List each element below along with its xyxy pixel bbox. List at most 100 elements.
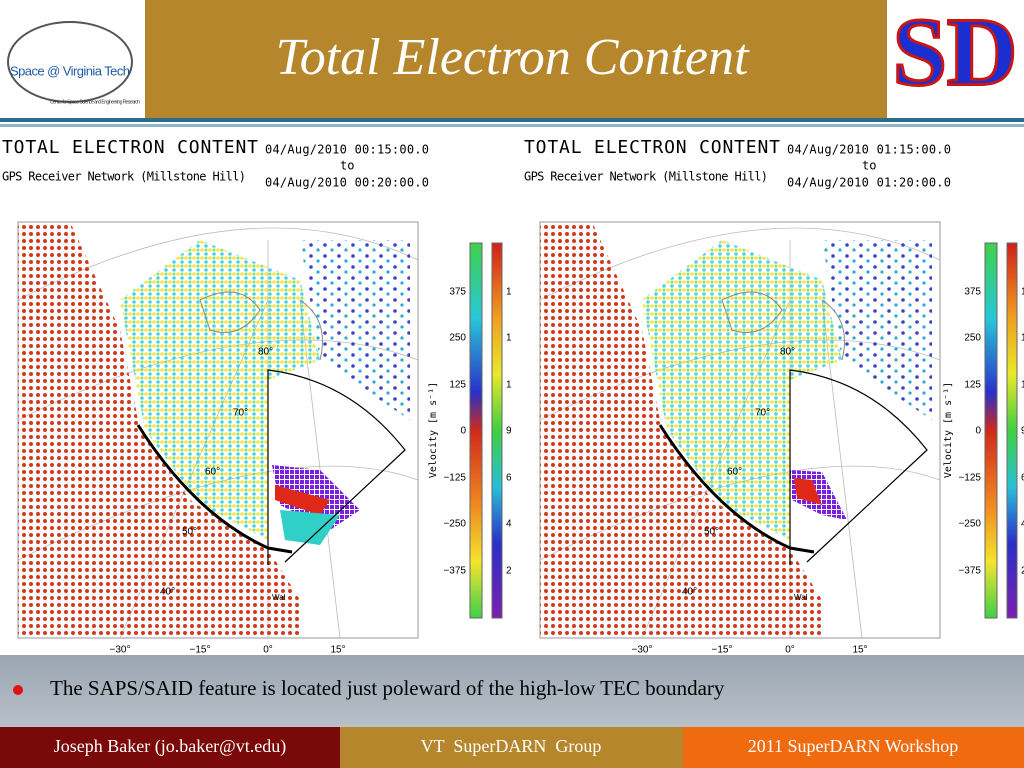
velocity-tick: 250 (449, 333, 466, 344)
sd-logo: SD (893, 0, 1018, 106)
logo-box (887, 0, 1024, 118)
velocity-tick: 0 (975, 426, 981, 437)
tec-bar (491, 242, 503, 619)
panel: TOTAL ELECTRON CONTENT GPS Receiver Netwo… (2, 137, 512, 656)
velocity-bar (984, 242, 998, 619)
velocity-tick: 375 (964, 287, 981, 298)
panel-to-word: to (862, 159, 876, 173)
lat-label: 60° (727, 467, 742, 478)
radar-fov (789, 369, 928, 565)
colorbars: Velocity [m s⁻¹] 375 250 125 0 −125 −250 −375 1 1… (428, 242, 512, 619)
tec-tick: 1 (506, 287, 512, 298)
lat-label: 60° (205, 467, 220, 478)
logo-subtext: Center for Space Science and Engineering… (50, 99, 140, 105)
velocity-tick: −125 (958, 473, 981, 484)
tec-tick: 1 (506, 333, 512, 344)
lat-label: 50° (182, 527, 197, 538)
velocity-bar (469, 242, 483, 619)
rule (0, 124, 1024, 127)
tec-tick: 1 (1021, 380, 1024, 391)
lon-label: 15° (852, 645, 867, 656)
lon-label: −30° (632, 645, 653, 656)
tec-tick: 1 (506, 380, 512, 391)
tec-boundary (136, 424, 293, 554)
bullet-dot (13, 685, 23, 695)
bullet-band (0, 655, 1024, 727)
velocity-tick: 0 (460, 426, 466, 437)
panels: TOTAL ELECTRON CONTENT GPS Receiver Netwo… (2, 137, 1024, 656)
lat-label: 70° (233, 408, 248, 419)
velocity-label: Velocity [m s⁻¹] (943, 382, 954, 478)
saps-red (275, 485, 330, 515)
tec-tick: 4 (506, 519, 512, 530)
footer-mid (340, 727, 683, 768)
low-tec (822, 240, 932, 420)
lat-label: 70° (755, 408, 770, 419)
lon-label: 0° (263, 645, 273, 656)
mixed-tec (120, 240, 320, 540)
lat-label: 80° (258, 347, 273, 358)
lon-label: −30° (110, 645, 131, 656)
colorbars: Velocity [m s⁻¹] 375 250 125 0 −125 −250 −375 1 1… (943, 242, 1024, 619)
tec-tick: 1 (1021, 287, 1024, 298)
tec-tick: 1 (1021, 333, 1024, 344)
panel-network: GPS Receiver Network (Millstone Hill) (2, 170, 246, 184)
bullet-text: The SAPS/SAID feature is located just po… (50, 676, 725, 700)
lon-label: −15° (712, 645, 733, 656)
tec-boundary (658, 424, 815, 554)
panel-to-word: to (340, 159, 354, 173)
velocity-tick: 375 (449, 287, 466, 298)
saps-red (794, 478, 822, 505)
footer-author: Joseph Baker (jo.baker@vt.edu) (54, 736, 287, 757)
lat-label: 40° (160, 587, 175, 598)
slide-title: Total Electron Content (276, 29, 750, 86)
panel-from: 04/Aug/2010 00:15:00.0 (265, 143, 429, 157)
tec-tick: 9 (506, 426, 512, 437)
lat-label: 40° (682, 587, 697, 598)
logo-box (0, 0, 145, 118)
red-tec (540, 222, 822, 638)
footer-event: 2011 SuperDARN Workshop (748, 736, 959, 756)
tec-tick: 2 (506, 566, 512, 577)
footer-right (683, 727, 1024, 768)
velocity-tick: −250 (443, 519, 466, 530)
footer-group: VT SuperDARN Group (421, 736, 602, 756)
velocity-tick: 250 (964, 333, 981, 344)
tec-bar (1006, 242, 1018, 619)
site-label: Wal (272, 593, 286, 602)
tec-tick: 6 (1021, 473, 1024, 484)
red-tec (18, 222, 300, 638)
coast (721, 291, 845, 361)
panel-from: 04/Aug/2010 01:15:00.0 (787, 143, 951, 157)
panel-title: TOTAL ELECTRON CONTENT (2, 137, 258, 158)
site-label: Wal (794, 593, 808, 602)
coast (199, 291, 323, 361)
logo-swoosh (7, 21, 133, 103)
tec-tick: 4 (1021, 519, 1024, 530)
lon-label: −15° (190, 645, 211, 656)
tec-tick: 9 (1021, 426, 1024, 437)
panel-title: TOTAL ELECTRON CONTENT (524, 137, 780, 158)
lat-label: 50° (704, 527, 719, 538)
mixed-tec (642, 240, 842, 540)
footer-left (0, 727, 340, 768)
velocity-tick: −375 (958, 566, 981, 577)
tec-tick: 2 (1021, 566, 1024, 577)
velocity-label: Velocity [m s⁻¹] (428, 382, 439, 478)
lon-label: 0° (785, 645, 795, 656)
lon-label: 15° (330, 645, 345, 656)
velocity-tick: −250 (958, 519, 981, 530)
lat-label: 80° (780, 347, 795, 358)
velocity-tick: −125 (443, 473, 466, 484)
panel-network: GPS Receiver Network (Millstone Hill) (524, 170, 768, 184)
saps-cyan (280, 510, 340, 545)
tec-tick: 6 (506, 473, 512, 484)
panel-to: 04/Aug/2010 01:20:00.0 (787, 176, 951, 190)
header-band (0, 0, 1024, 118)
velocity-tick: 125 (964, 380, 981, 391)
panel: TOTAL ELECTRON CONTENT GPS Receiver Netwo… (524, 137, 1024, 656)
low-tec (300, 240, 410, 420)
